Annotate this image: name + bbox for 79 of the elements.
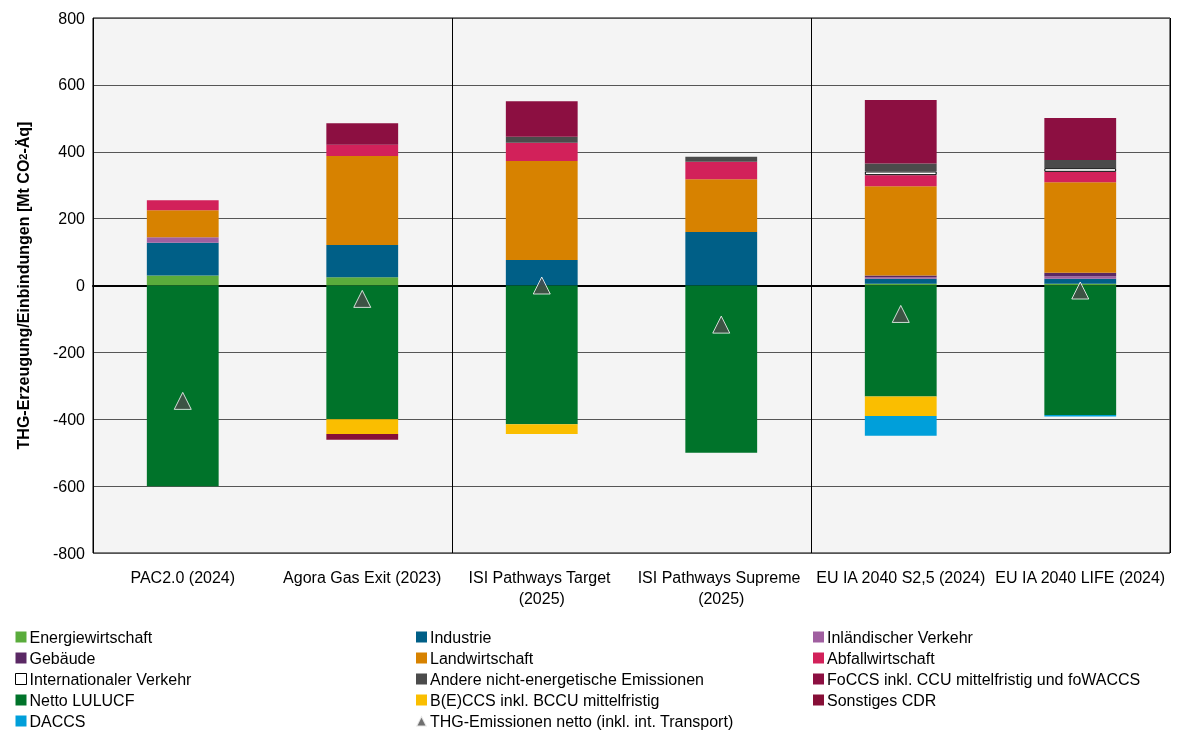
bar <box>1044 285 1117 415</box>
bar <box>326 285 399 420</box>
bar <box>505 285 578 425</box>
bar <box>146 237 219 243</box>
legend-label: Industrie <box>430 628 492 646</box>
bar <box>685 232 758 286</box>
bar <box>864 415 937 436</box>
point <box>891 304 910 323</box>
bar <box>1044 182 1117 273</box>
x-tick-label: EU IA 2040 S2,5 (2024) <box>816 569 986 586</box>
y-tick-label: -400 <box>52 410 86 428</box>
bar <box>1044 117 1117 161</box>
legend-label: Gebäude <box>29 649 96 667</box>
point <box>353 289 372 308</box>
bar <box>1044 168 1117 172</box>
y-tick-label: 200 <box>58 210 86 228</box>
bar <box>864 175 937 187</box>
bar <box>1044 272 1117 277</box>
bar <box>864 278 937 284</box>
legend-label: Andere nicht-energetische Emissionen <box>430 670 704 688</box>
bar <box>1044 171 1117 183</box>
y-tick-label: 800 <box>58 9 86 27</box>
y-tick-label: 400 <box>58 143 86 161</box>
bar <box>326 277 399 286</box>
legend-label: Energiewirtschaft <box>29 628 153 646</box>
bar <box>326 245 399 278</box>
legend-label: Netto LULUCF <box>29 691 135 709</box>
bar <box>146 210 219 238</box>
bar <box>326 419 399 434</box>
bar <box>685 285 758 453</box>
x-tick-label: Agora Gas Exit (2023) <box>283 569 442 586</box>
point <box>532 276 551 295</box>
bar <box>1044 160 1117 169</box>
bar <box>685 161 758 180</box>
bar <box>864 285 937 397</box>
point <box>1071 281 1090 300</box>
bar <box>146 200 219 211</box>
bar <box>505 142 578 162</box>
bar <box>326 433 399 440</box>
bar <box>1044 276 1117 279</box>
y-tick-label: 0 <box>76 277 86 294</box>
bar <box>1044 278 1117 284</box>
legend-label: Internationaler Verkehr <box>29 670 193 688</box>
bar <box>146 285 219 487</box>
x-tick-label: ISI Pathways Target (2025) <box>468 569 615 607</box>
bar <box>685 156 758 162</box>
legend-label: DACCS <box>29 712 86 730</box>
bar <box>864 171 937 176</box>
bar <box>326 144 399 157</box>
legend-label: B(E)CCS inkl. BCCU mittelfristig <box>430 691 660 709</box>
y-tick-label: -600 <box>52 477 86 495</box>
bar <box>864 396 937 416</box>
bar <box>505 424 578 434</box>
x-tick-label: EU IA 2040 LIFE (2024) <box>995 569 1166 586</box>
bar <box>505 161 578 261</box>
bar <box>505 136 578 143</box>
legend-label: Inländischer Verkehr <box>827 628 974 646</box>
bar <box>864 99 937 164</box>
point <box>712 315 731 334</box>
point <box>173 391 192 410</box>
bar <box>505 101 578 137</box>
y-tick-label: 600 <box>58 76 86 94</box>
bar <box>326 123 399 145</box>
x-tick-label: ISI Pathways Supreme (2025) <box>637 569 805 607</box>
legend-label: Landwirtschaft <box>430 649 534 667</box>
bar <box>326 156 399 246</box>
bar <box>505 260 578 286</box>
bar <box>864 163 937 172</box>
legend-label: Sonstiges CDR <box>827 691 937 709</box>
bar <box>146 242 219 276</box>
bar <box>864 186 937 276</box>
legend-label: Abfallwirtschaft <box>827 649 936 667</box>
legend-label: FoCCS inkl. CCU mittelfristig und foWACCS <box>827 670 1141 688</box>
y-tick-label: -800 <box>52 544 86 562</box>
legend-label: THG-Emissionen netto (inkl. int. Transport) <box>430 712 734 730</box>
y-tick-label: -200 <box>52 343 86 361</box>
bar <box>146 275 219 286</box>
x-tick-label: PAC2.0 (2024) <box>130 569 236 586</box>
bar <box>685 179 758 232</box>
